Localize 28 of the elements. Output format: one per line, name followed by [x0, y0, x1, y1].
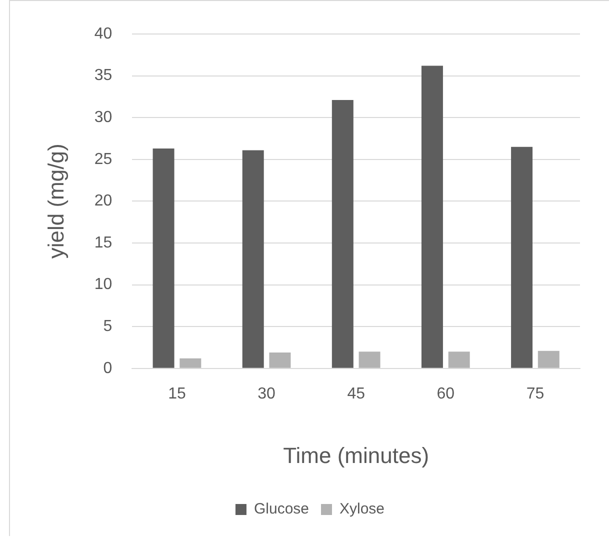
bar — [511, 146, 533, 368]
bar — [538, 350, 560, 368]
legend-label: Xylose — [340, 500, 385, 518]
bar — [358, 352, 380, 368]
bar — [152, 148, 174, 368]
bar — [180, 358, 202, 368]
y-tick-label: 40 — [94, 25, 112, 42]
x-tick-label: 30 — [258, 385, 276, 402]
y-tick-label: 35 — [94, 67, 112, 84]
bar — [421, 66, 443, 368]
y-tick-label: 15 — [94, 234, 112, 252]
y-tick-label: 20 — [94, 192, 112, 210]
y-tick-label: 30 — [94, 109, 112, 126]
x-tick-label: 45 — [347, 385, 366, 402]
y-axis-title: yield (mg/g) — [43, 144, 68, 259]
x-tick-label: 60 — [436, 385, 455, 402]
y-tick-label: 10 — [94, 276, 112, 294]
y-tick-label: 25 — [94, 150, 112, 168]
x-tick-label: 75 — [526, 385, 544, 402]
bar — [332, 100, 354, 368]
x-axis-title: Time (minutes) — [283, 442, 430, 468]
bar — [448, 352, 470, 368]
x-tick-label: 15 — [168, 385, 186, 402]
bar — [269, 352, 291, 368]
legend-label: Glucose — [254, 500, 310, 518]
y-tick-label: 5 — [103, 318, 112, 336]
y-tick-label: 0 — [103, 360, 112, 377]
bar — [242, 150, 264, 368]
